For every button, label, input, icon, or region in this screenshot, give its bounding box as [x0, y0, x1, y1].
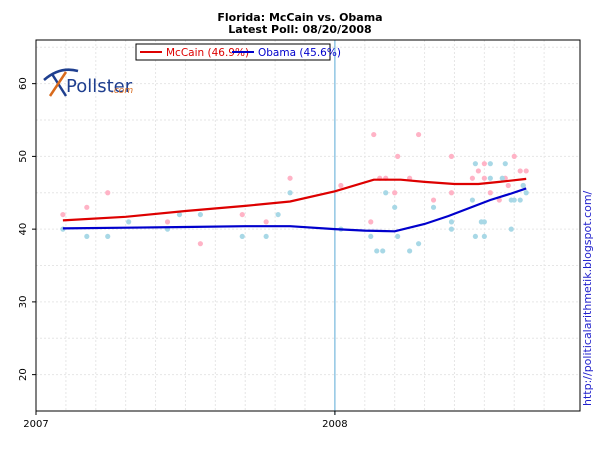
mccain-poll-point — [368, 219, 374, 225]
mccain-poll-point — [511, 153, 517, 159]
mccain-poll-point — [430, 197, 437, 203]
mccain-poll-point — [84, 204, 90, 210]
chart-subtitle: Latest Poll: 08/20/2008 — [228, 23, 371, 36]
obama-poll-point — [197, 211, 203, 218]
mccain-poll-point — [197, 241, 203, 247]
obama-poll-point — [287, 190, 293, 196]
y-tick-label: 50 — [18, 150, 29, 163]
mccain-poll-point — [523, 168, 529, 174]
mccain-poll-point — [469, 175, 475, 181]
obama-poll-point — [472, 161, 478, 167]
obama-poll-point — [275, 211, 281, 218]
obama-poll-point — [374, 248, 380, 254]
poll-points — [60, 131, 529, 254]
mccain-poll-point — [448, 190, 455, 196]
trend-lines — [62, 177, 527, 233]
y-tick-label: 20 — [18, 368, 29, 381]
obama-poll-point — [380, 248, 386, 254]
obama-poll-point — [448, 226, 455, 232]
obama-poll-point — [415, 241, 422, 247]
mccain-poll-point — [505, 182, 511, 189]
plot-frame — [35, 39, 581, 412]
y-tick-label: 30 — [18, 296, 29, 309]
obama-poll-point — [263, 233, 269, 240]
obama-poll-point — [508, 226, 514, 232]
mccain-poll-point — [338, 182, 344, 189]
pollster-swoosh-icon — [43, 68, 79, 97]
obama-poll-point — [126, 219, 132, 225]
pollster-logo: Pollster .com — [43, 68, 133, 97]
obama-poll-point — [448, 219, 455, 225]
obama-poll-point — [487, 161, 493, 167]
axes: 20 30 40 50 60 2007 2008 — [18, 77, 348, 430]
obama-poll-point — [487, 175, 493, 181]
mccain-poll-point — [239, 211, 245, 218]
mccain-poll-point — [481, 175, 487, 181]
obama-trend-line — [62, 187, 527, 233]
obama-poll-point — [502, 161, 508, 167]
mccain-trend-line — [62, 177, 527, 222]
mccain-poll-point — [481, 161, 487, 167]
obama-poll-point — [472, 233, 478, 240]
obama-poll-point — [517, 197, 523, 203]
obama-poll-point — [481, 233, 487, 240]
obama-poll-point — [481, 219, 487, 225]
mccain-poll-point — [164, 219, 171, 225]
obama-poll-point — [395, 233, 401, 240]
mccain-poll-point — [517, 168, 523, 174]
mccain-poll-point — [392, 190, 398, 196]
obama-poll-point — [392, 204, 398, 210]
mccain-poll-point — [263, 219, 269, 225]
mccain-poll-point — [60, 211, 66, 218]
mccain-poll-point — [105, 190, 111, 196]
pollster-logo-suffix: .com — [111, 86, 133, 96]
obama-poll-point — [239, 233, 245, 240]
obama-poll-point — [407, 248, 413, 254]
obama-poll-point — [523, 190, 529, 196]
obama-poll-point — [105, 233, 111, 240]
mccain-poll-point — [395, 153, 401, 159]
obama-poll-point — [511, 197, 517, 203]
mccain-poll-point — [287, 175, 293, 181]
obama-poll-point — [520, 182, 526, 189]
obama-poll-point — [469, 197, 475, 203]
obama-poll-point — [368, 233, 374, 240]
obama-poll-point — [430, 204, 437, 210]
obama-poll-point — [383, 190, 389, 196]
mccain-poll-point — [487, 190, 493, 196]
obama-poll-point — [499, 175, 505, 181]
legend-label-obama: Obama (45.6%) — [258, 47, 341, 59]
credit-url: http://politicalarithmetik.blogspot.com/ — [581, 190, 594, 406]
mccain-poll-point — [448, 153, 455, 159]
obama-poll-point — [176, 211, 183, 218]
pollster-logo-text: Pollster — [66, 76, 133, 97]
mccain-poll-point — [371, 131, 377, 138]
y-tick-label: 40 — [18, 223, 29, 236]
y-tick-label: 60 — [18, 77, 29, 90]
chart-title: Florida: McCain vs. Obama — [217, 11, 382, 24]
obama-poll-point — [84, 233, 90, 240]
legend: McCain (46.9%) Obama (45.6%) — [135, 43, 341, 61]
legend-label-mccain: McCain (46.9%) — [166, 47, 249, 59]
mccain-poll-point — [475, 168, 481, 174]
x-tick-label: 2007 — [23, 419, 48, 430]
mccain-poll-point — [415, 131, 422, 138]
x-tick-label: 2008 — [322, 419, 347, 430]
